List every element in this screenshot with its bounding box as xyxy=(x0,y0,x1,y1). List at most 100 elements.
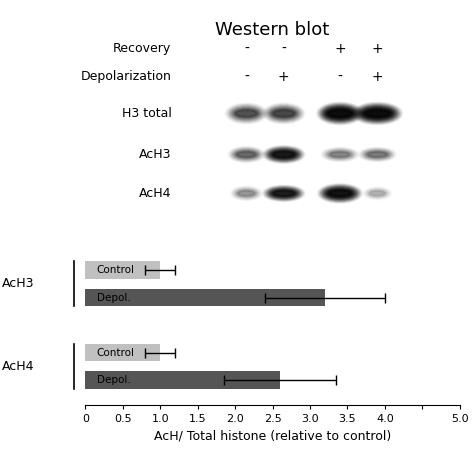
Ellipse shape xyxy=(270,189,298,198)
Text: Recovery: Recovery xyxy=(113,42,172,55)
Ellipse shape xyxy=(272,110,295,117)
Ellipse shape xyxy=(270,108,298,119)
Ellipse shape xyxy=(361,107,394,120)
Ellipse shape xyxy=(329,191,351,196)
Ellipse shape xyxy=(330,152,349,157)
Ellipse shape xyxy=(237,190,256,197)
Ellipse shape xyxy=(329,152,350,157)
Text: -: - xyxy=(244,70,249,84)
Text: Depol.: Depol. xyxy=(97,292,130,302)
Ellipse shape xyxy=(355,104,400,123)
Bar xyxy=(85,344,160,361)
Ellipse shape xyxy=(266,147,301,162)
Ellipse shape xyxy=(322,106,358,121)
Ellipse shape xyxy=(264,146,304,163)
Text: AcH3: AcH3 xyxy=(139,148,172,161)
Text: Depol.: Depol. xyxy=(97,375,130,385)
Ellipse shape xyxy=(267,106,300,121)
Ellipse shape xyxy=(230,106,263,121)
Ellipse shape xyxy=(328,151,352,158)
Ellipse shape xyxy=(271,190,297,197)
Ellipse shape xyxy=(325,107,355,120)
Ellipse shape xyxy=(234,109,259,118)
Ellipse shape xyxy=(265,147,303,162)
Text: H3 total: H3 total xyxy=(121,107,172,120)
Ellipse shape xyxy=(319,184,361,203)
Ellipse shape xyxy=(326,108,354,119)
Ellipse shape xyxy=(269,188,299,198)
Ellipse shape xyxy=(237,191,255,196)
Text: -: - xyxy=(282,41,286,56)
Ellipse shape xyxy=(272,190,295,196)
Ellipse shape xyxy=(359,106,395,120)
Bar xyxy=(85,372,280,389)
Ellipse shape xyxy=(273,110,294,116)
Ellipse shape xyxy=(236,189,257,197)
Ellipse shape xyxy=(356,105,398,122)
Ellipse shape xyxy=(365,110,390,117)
Ellipse shape xyxy=(231,148,262,161)
Ellipse shape xyxy=(326,150,354,159)
Ellipse shape xyxy=(329,110,351,117)
Ellipse shape xyxy=(321,186,359,201)
Ellipse shape xyxy=(367,152,388,157)
Text: AcH3: AcH3 xyxy=(2,277,34,290)
Ellipse shape xyxy=(327,151,353,158)
Text: +: + xyxy=(334,41,346,56)
Ellipse shape xyxy=(365,151,390,158)
Ellipse shape xyxy=(318,103,362,124)
Ellipse shape xyxy=(234,150,258,159)
Text: Depolarization: Depolarization xyxy=(81,70,172,83)
Ellipse shape xyxy=(328,190,352,197)
Ellipse shape xyxy=(325,188,355,198)
Ellipse shape xyxy=(327,189,354,198)
Ellipse shape xyxy=(325,149,355,160)
Ellipse shape xyxy=(364,109,391,118)
Text: +: + xyxy=(372,41,383,56)
Ellipse shape xyxy=(368,152,387,157)
Text: +: + xyxy=(278,70,290,84)
Ellipse shape xyxy=(232,108,260,119)
Ellipse shape xyxy=(237,152,255,157)
Ellipse shape xyxy=(228,105,265,122)
Ellipse shape xyxy=(361,149,393,160)
Ellipse shape xyxy=(320,105,359,122)
Ellipse shape xyxy=(273,152,294,157)
Ellipse shape xyxy=(271,109,297,118)
Ellipse shape xyxy=(362,108,392,119)
Ellipse shape xyxy=(235,189,258,198)
Ellipse shape xyxy=(269,107,299,120)
Ellipse shape xyxy=(272,151,295,158)
Ellipse shape xyxy=(228,106,264,122)
Ellipse shape xyxy=(269,149,299,160)
Ellipse shape xyxy=(354,103,401,124)
Ellipse shape xyxy=(320,185,360,202)
Ellipse shape xyxy=(231,107,262,120)
Text: Western blot: Western blot xyxy=(215,21,330,39)
Text: AcH4: AcH4 xyxy=(139,187,172,200)
X-axis label: AcH/ Total histone (relative to control): AcH/ Total histone (relative to control) xyxy=(154,430,391,443)
Ellipse shape xyxy=(273,191,294,196)
Text: Control: Control xyxy=(97,265,135,275)
Ellipse shape xyxy=(267,187,300,199)
Ellipse shape xyxy=(236,110,256,116)
Ellipse shape xyxy=(266,187,301,200)
Ellipse shape xyxy=(270,150,298,159)
Ellipse shape xyxy=(369,191,385,196)
Ellipse shape xyxy=(328,109,353,118)
Ellipse shape xyxy=(370,191,384,195)
Bar xyxy=(85,289,325,306)
Ellipse shape xyxy=(358,106,397,121)
Ellipse shape xyxy=(236,152,256,157)
Ellipse shape xyxy=(233,149,260,160)
Ellipse shape xyxy=(271,150,297,159)
Text: -: - xyxy=(244,41,249,56)
Ellipse shape xyxy=(265,105,303,122)
Ellipse shape xyxy=(235,110,258,117)
Ellipse shape xyxy=(319,104,361,123)
Ellipse shape xyxy=(323,187,357,200)
Ellipse shape xyxy=(324,187,356,199)
Ellipse shape xyxy=(264,186,304,201)
Text: +: + xyxy=(372,70,383,84)
Ellipse shape xyxy=(364,150,391,159)
